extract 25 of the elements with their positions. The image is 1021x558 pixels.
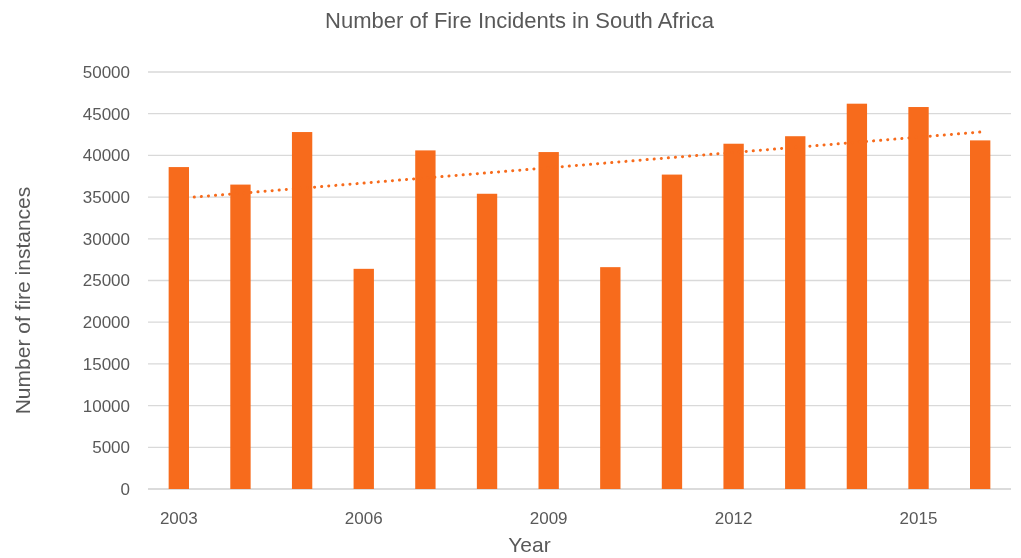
- y-tick-label: 25000: [82, 271, 130, 291]
- y-tick-label: 10000: [82, 396, 130, 416]
- y-tick-label: 0: [120, 479, 130, 499]
- y-tick-label: 45000: [82, 104, 130, 124]
- x-tick-label: 2012: [714, 509, 753, 528]
- y-tick-label: 35000: [82, 188, 130, 208]
- bar: [168, 167, 189, 489]
- x-tick-label: 2003: [159, 509, 198, 528]
- bar: [476, 193, 498, 489]
- y-tick-label: 30000: [82, 229, 130, 249]
- bar: [600, 267, 621, 489]
- y-axis-title: Number of fire instances: [11, 186, 34, 415]
- x-tick-label: 2015: [899, 509, 938, 528]
- y-tick-label: 40000: [82, 146, 130, 166]
- chart-title: Number of Fire Incidents in South Africa: [325, 8, 715, 33]
- y-tick-label: 15000: [82, 354, 130, 374]
- bar: [353, 268, 374, 489]
- y-tick-label: 50000: [82, 62, 130, 82]
- x-tick-label: 2009: [529, 509, 568, 528]
- bar: [661, 174, 683, 489]
- y-tick-label: 5000: [92, 438, 130, 458]
- bar: [970, 140, 991, 489]
- x-tick-label: 2006: [344, 509, 383, 528]
- y-tick-label: 20000: [82, 313, 130, 333]
- x-axis-title: Year: [508, 533, 551, 556]
